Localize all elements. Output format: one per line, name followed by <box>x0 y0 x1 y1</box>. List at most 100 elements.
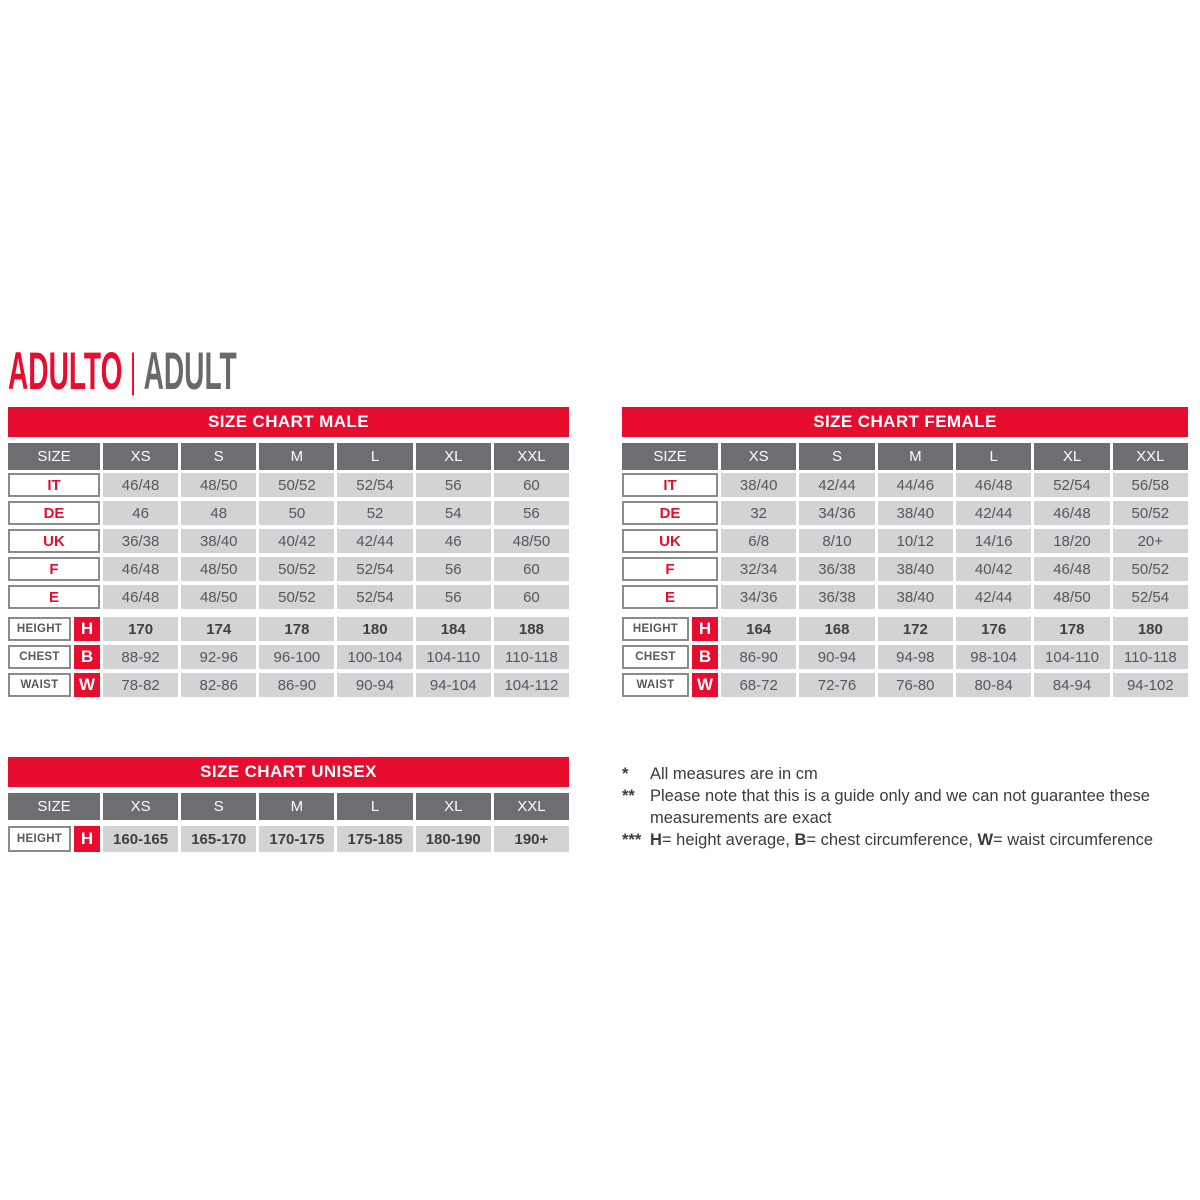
measure-cell: 82-86 <box>181 673 257 697</box>
size-cell: 36/38 <box>799 585 875 609</box>
size-cell: 46/48 <box>1034 557 1110 581</box>
size-cell: 56 <box>493 501 569 525</box>
size-cell: 56 <box>415 473 491 497</box>
measure-cell: 104-110 <box>1034 645 1110 669</box>
legend-h: H <box>650 831 662 849</box>
measure-cell: 90-94 <box>799 645 875 669</box>
measure-cell: 90-94 <box>337 673 413 697</box>
size-cell: 38/40 <box>877 557 953 581</box>
size-cell: 44/46 <box>877 473 953 497</box>
size-cell: 42/44 <box>956 585 1032 609</box>
column-header-row: SIZE XS S M L XL XXL <box>622 443 1188 470</box>
size-chart-male: SIZE CHART MALE SIZE XS S M L XL XXL IT … <box>8 407 569 701</box>
size-cell: 18/20 <box>1034 529 1110 553</box>
size-cell: 46/48 <box>103 557 179 581</box>
size-cell: 40/42 <box>956 557 1032 581</box>
measure-cell: 175-185 <box>337 826 413 852</box>
table-row-uk: UK 6/8 8/10 10/12 14/16 18/20 20+ <box>622 529 1188 553</box>
footnote-guide: ** Please note that this is a guide only… <box>622 785 1197 829</box>
measure-cell: 86-90 <box>259 673 335 697</box>
table-row-height: HEIGHT H 160-165 165-170 170-175 175-185… <box>8 826 569 852</box>
size-cell: 48 <box>181 501 257 525</box>
size-cell: 32 <box>721 501 797 525</box>
measure-cell: 180 <box>1112 617 1188 641</box>
size-cell: 46 <box>415 529 491 553</box>
column-header: XXL <box>1112 443 1188 470</box>
row-label-height: HEIGHT <box>8 826 71 852</box>
measure-cell: 104-110 <box>415 645 491 669</box>
size-cell: 52/54 <box>1034 473 1110 497</box>
measure-cell: 98-104 <box>956 645 1032 669</box>
column-header: XXL <box>493 443 569 470</box>
waist-badge: W <box>74 673 100 697</box>
size-cell: 46 <box>103 501 179 525</box>
column-header-row: SIZE XS S M L XL XXL <box>8 443 569 470</box>
table-row-e: E 46/48 48/50 50/52 52/54 56 60 <box>8 585 569 609</box>
size-cell: 60 <box>493 473 569 497</box>
column-header: XS <box>103 443 179 470</box>
row-label-e: E <box>8 585 100 609</box>
size-cell: 60 <box>493 585 569 609</box>
measure-label-group: WAIST W <box>622 673 718 697</box>
row-label-height: HEIGHT <box>622 617 689 641</box>
column-header: XL <box>415 793 491 820</box>
measure-cell: 170-175 <box>259 826 335 852</box>
legend-w-text: = waist circumference <box>993 831 1154 849</box>
size-cell: 48/50 <box>493 529 569 553</box>
footnote-legend: *** H= height average, B= chest circumfe… <box>622 829 1197 851</box>
size-cell: 38/40 <box>721 473 797 497</box>
row-label-de: DE <box>622 501 718 525</box>
column-header: L <box>956 443 1032 470</box>
size-cell: 40/42 <box>259 529 335 553</box>
column-header: M <box>259 793 335 820</box>
measure-cell: 188 <box>493 617 569 641</box>
measure-cell: 104-112 <box>493 673 569 697</box>
column-header: XXL <box>493 793 569 820</box>
table-row-waist: WAIST W 78-82 82-86 86-90 90-94 94-104 1… <box>8 673 569 697</box>
table-row-uk: UK 36/38 38/40 40/42 42/44 46 48/50 <box>8 529 569 553</box>
footnote-marker: *** <box>622 831 642 849</box>
footnote-text: H= height average, B= chest circumferenc… <box>650 829 1197 851</box>
measure-cell: 78-82 <box>103 673 179 697</box>
footnote-marker: * <box>622 765 629 783</box>
measure-cell: 190+ <box>493 826 569 852</box>
size-cell: 42/44 <box>956 501 1032 525</box>
size-cell: 42/44 <box>337 529 413 553</box>
size-cell: 56 <box>415 557 491 581</box>
size-cell: 14/16 <box>956 529 1032 553</box>
table-row-de: DE 32 34/36 38/40 42/44 46/48 50/52 <box>622 501 1188 525</box>
row-label-waist: WAIST <box>8 673 71 697</box>
size-cell: 60 <box>493 557 569 581</box>
row-label-f: F <box>8 557 100 581</box>
size-cell: 52/54 <box>337 473 413 497</box>
size-cell: 50/52 <box>259 585 335 609</box>
row-label-de: DE <box>8 501 100 525</box>
size-cell: 46/48 <box>103 585 179 609</box>
size-header: SIZE <box>8 793 100 820</box>
table-title-bar: SIZE CHART FEMALE <box>622 407 1188 437</box>
measure-cell: 164 <box>721 617 797 641</box>
measure-cell: 92-96 <box>181 645 257 669</box>
size-cell: 50/52 <box>1112 557 1188 581</box>
size-cell: 48/50 <box>1034 585 1110 609</box>
measure-cell: 84-94 <box>1034 673 1110 697</box>
measure-cell: 94-104 <box>415 673 491 697</box>
table-row-it: IT 38/40 42/44 44/46 46/48 52/54 56/58 <box>622 473 1188 497</box>
height-badge: H <box>692 617 718 641</box>
size-cell: 34/36 <box>799 501 875 525</box>
table-row-chest: CHEST B 88-92 92-96 96-100 100-104 104-1… <box>8 645 569 669</box>
size-cell: 48/50 <box>181 585 257 609</box>
row-label-height: HEIGHT <box>8 617 71 641</box>
size-cell: 50/52 <box>259 473 335 497</box>
measure-cell: 110-118 <box>493 645 569 669</box>
size-cell: 48/50 <box>181 473 257 497</box>
legend-b: B <box>794 831 807 849</box>
page-title: ADULTO | ADULT <box>8 341 237 402</box>
column-header: XL <box>415 443 491 470</box>
measure-cell: 72-76 <box>799 673 875 697</box>
table-title-bar: SIZE CHART MALE <box>8 407 569 437</box>
table-row-height: HEIGHT H 170 174 178 180 184 188 <box>8 617 569 641</box>
column-header: L <box>337 443 413 470</box>
row-label-uk: UK <box>622 529 718 553</box>
size-header: SIZE <box>8 443 100 470</box>
